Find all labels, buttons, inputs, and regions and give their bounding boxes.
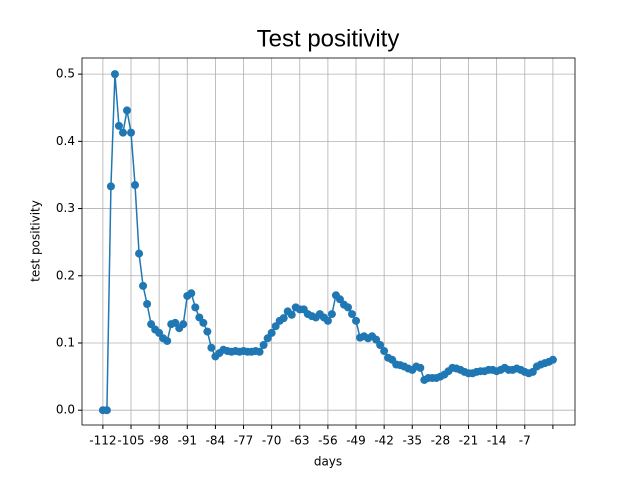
data-point (203, 327, 212, 336)
y-tick-label: 0.0 (56, 403, 75, 417)
data-point (323, 316, 332, 325)
data-point (135, 249, 144, 258)
x-tick-label: -105 (117, 434, 144, 448)
y-tick-label: 0.3 (56, 201, 75, 215)
data-point (106, 182, 115, 191)
data-point (139, 281, 148, 290)
data-point (118, 128, 127, 137)
data-point (259, 341, 268, 350)
data-point (376, 341, 385, 350)
x-tick-label: -84 (206, 434, 226, 448)
data-point (114, 121, 123, 130)
data-point (163, 336, 172, 345)
data-point (416, 363, 425, 372)
data-point (343, 303, 352, 312)
x-tick-label: -56 (318, 434, 338, 448)
y-tick-label: 0.2 (56, 268, 75, 282)
x-tick-label: -63 (290, 434, 310, 448)
x-tick-label: -28 (431, 434, 451, 448)
x-tick-label: -14 (487, 434, 507, 448)
plot-frame (81, 57, 576, 426)
data-point (352, 316, 361, 325)
x-tick-label: -112 (89, 434, 116, 448)
chart-title: Test positivity (257, 25, 400, 52)
data-point (267, 328, 276, 337)
data-point (102, 406, 111, 415)
data-point (123, 106, 132, 115)
x-tick-label: -42 (374, 434, 394, 448)
data-point (179, 320, 188, 329)
x-tick-label: -49 (346, 434, 366, 448)
data-point (348, 310, 357, 319)
y-tick-label: 0.1 (56, 335, 75, 349)
x-tick-label: -91 (177, 434, 197, 448)
data-point (131, 181, 140, 190)
x-tick-label: -98 (149, 434, 169, 448)
data-point (110, 70, 119, 79)
data-point (187, 289, 196, 298)
y-tick-label: 0.4 (56, 134, 75, 148)
x-tick-label: -77 (234, 434, 254, 448)
x-tick-label: -70 (262, 434, 282, 448)
data-point (279, 314, 288, 323)
data-point (287, 310, 296, 319)
y-tick-label: 0.5 (56, 67, 75, 81)
data-point (327, 310, 336, 319)
data-point (191, 303, 200, 312)
data-point (207, 343, 216, 352)
x-axis-label: days (314, 455, 342, 469)
x-tick-label: -7 (519, 434, 531, 448)
data-point (199, 318, 208, 327)
data-point (127, 128, 136, 137)
data-point (548, 355, 557, 364)
x-tick-label: -21 (459, 434, 479, 448)
data-point (143, 300, 152, 309)
data-point (380, 347, 389, 356)
x-tick-label: -35 (402, 434, 422, 448)
data-point (255, 347, 264, 356)
y-axis-label: test positivity (29, 200, 43, 282)
